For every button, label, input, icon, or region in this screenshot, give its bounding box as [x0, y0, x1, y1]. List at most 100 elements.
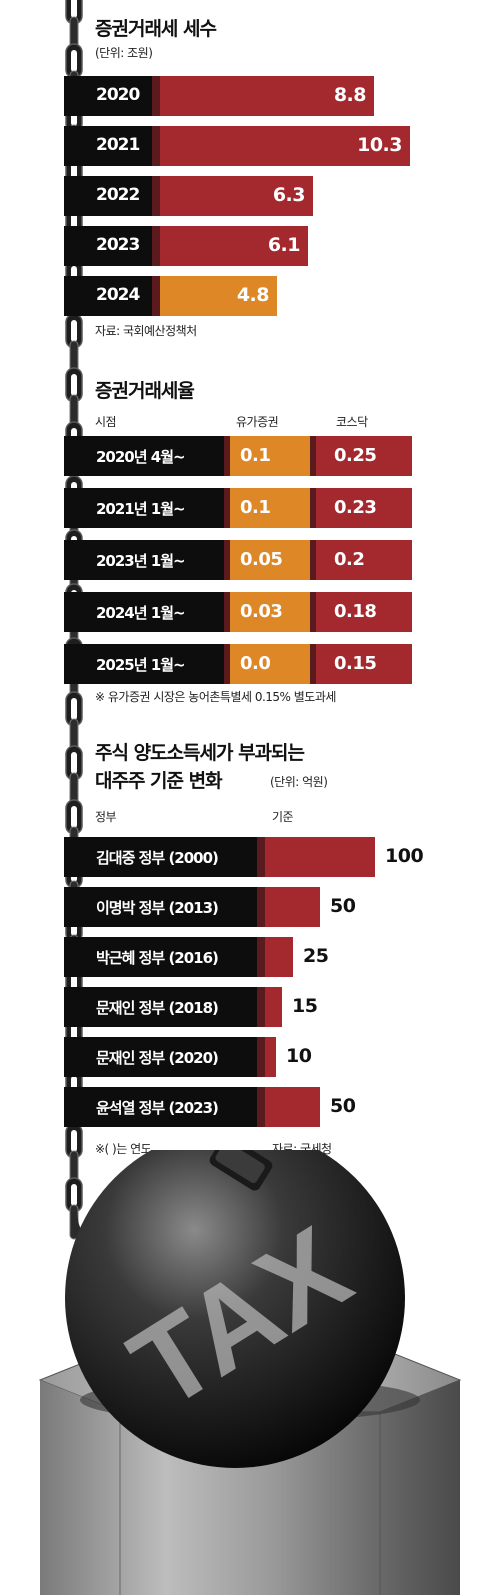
chart2-edge2 — [310, 540, 316, 580]
chart3-value-label: 10 — [286, 1045, 312, 1067]
chart2-kospi-cell — [230, 644, 310, 684]
chart1-bar-edge — [152, 226, 160, 266]
chart3-row: 김대중 정부 (2000) 100 — [64, 837, 494, 877]
chart2-kosdaq-value: 0.25 — [334, 445, 377, 466]
chart1-bar-edge — [152, 76, 160, 116]
chart1-category-label: 2024 — [96, 285, 140, 305]
chart3-value-label: 25 — [303, 945, 329, 967]
chart3-row: 이명박 정부 (2013) 50 — [64, 887, 494, 927]
chart1-row: 2023 6.1 — [64, 226, 494, 266]
chart2-period-bg — [64, 488, 224, 528]
chart1-row: 2021 10.3 — [64, 126, 494, 166]
chart2-period-bg — [64, 436, 224, 476]
chart2-period-bg — [64, 540, 224, 580]
chart3-row: 윤석열 정부 (2023) 50 — [64, 1087, 494, 1127]
chart2-period-label: 2021년 1월~ — [96, 500, 186, 518]
chart3-header-criteria: 기준 — [272, 810, 294, 824]
chart2-kospi-cell — [230, 540, 310, 580]
chart1-label-bg — [64, 76, 152, 116]
chart1-category-label: 2021 — [96, 135, 140, 155]
chart1-value-label: 4.8 — [236, 284, 270, 306]
wrecking-ball-illustration: TAX — [38, 1150, 462, 1595]
chart1-label-bg — [64, 176, 152, 216]
chart1-category-label: 2022 — [96, 185, 140, 205]
chart1-label-bg — [64, 226, 152, 266]
chart2-kospi-cell — [230, 488, 310, 528]
chart2-kosdaq-cell — [316, 540, 412, 580]
chart3-title-line2: 대주주 기준 변화 — [95, 770, 223, 792]
chart1-category-label: 2020 — [96, 85, 140, 105]
chart3-bar-edge — [257, 837, 265, 877]
chart1-value-label: 8.8 — [333, 84, 367, 106]
chart1-category-label: 2023 — [96, 235, 140, 255]
chart2-edge2 — [310, 488, 316, 528]
chart2-edge2 — [310, 644, 316, 684]
chart2-note: ※ 유가증권 시장은 농어촌특별세 0.15% 별도과세 — [95, 690, 336, 704]
ball-cap — [209, 1150, 273, 1191]
chart2-kosdaq-cell — [316, 436, 412, 476]
chart2-edge — [224, 540, 230, 580]
chart3-value-label: 50 — [330, 1095, 356, 1117]
chart3-bar-edge — [257, 1037, 265, 1077]
chart3-title-line1: 주식 양도소득세가 부과되는 — [95, 742, 305, 764]
chart3-bar — [265, 837, 375, 877]
chart3-bar — [265, 1087, 320, 1127]
chart2-edge2 — [310, 436, 316, 476]
chart2-row: 2025년 1월~ 0.0 0.15 — [64, 644, 414, 684]
chart3-category-label: 박근혜 정부 (2016) — [96, 949, 219, 967]
chart3-value-label: 50 — [330, 895, 356, 917]
chart3-bar — [265, 987, 282, 1027]
chart2-period-label: 2023년 1월~ — [96, 552, 186, 570]
chart2-header-period: 시점 — [95, 415, 117, 429]
chart2-row: 2023년 1월~ 0.05 0.2 — [64, 540, 414, 580]
chart1-bar-edge — [152, 126, 160, 166]
chart1-value-label: 10.3 — [357, 134, 402, 156]
chain-link — [65, 745, 83, 781]
chart3-value-label: 15 — [292, 995, 318, 1017]
chart3-bar-edge — [257, 937, 265, 977]
chart2-title: 증권거래세율 — [95, 380, 195, 402]
chart3-label-bg — [64, 887, 257, 927]
chart3-row: 문재인 정부 (2018) 15 — [64, 987, 494, 1027]
chart2-header-kospi: 유가증권 — [236, 415, 279, 429]
chart2-row: 2020년 4월~ 0.1 0.25 — [64, 436, 414, 476]
chart1-bar — [160, 176, 313, 216]
chart3-category-label: 문재인 정부 (2018) — [96, 999, 219, 1017]
chart2-edge2 — [310, 592, 316, 632]
chart2-kospi-value: 0.0 — [240, 653, 271, 674]
chart3-bar-edge — [257, 887, 265, 927]
chart3-label-bg — [64, 1037, 257, 1077]
chart3-row: 문재인 정부 (2020) 10 — [64, 1037, 494, 1077]
chart3-category-label: 문재인 정부 (2020) — [96, 1049, 219, 1067]
chart2-kosdaq-value: 0.2 — [334, 549, 365, 570]
chart3-label-bg — [64, 1087, 257, 1127]
chart2-kospi-cell — [230, 436, 310, 476]
chart1-bar — [160, 126, 410, 166]
chart1-row: 2022 6.3 — [64, 176, 494, 216]
chart3-label-bg — [64, 987, 257, 1027]
chart2-row: 2021년 1월~ 0.1 0.23 — [64, 488, 414, 528]
chart2-kosdaq-value: 0.15 — [334, 653, 377, 674]
chart3-bar-edge — [257, 1087, 265, 1127]
chart1-bar-edge — [152, 176, 160, 216]
chart1-row: 2020 8.8 — [64, 76, 494, 116]
chart1-title: 증권거래세 세수 — [95, 18, 217, 40]
chart1-value-label: 6.3 — [272, 184, 306, 206]
chart2-edge — [224, 592, 230, 632]
chart2-kosdaq-cell — [316, 488, 412, 528]
chart2-kospi-cell — [230, 592, 310, 632]
chart1-bar — [160, 76, 374, 116]
chart3-bar-edge — [257, 987, 265, 1027]
chart3-category-label: 이명박 정부 (2013) — [96, 899, 219, 917]
chart1-label-bg — [64, 126, 152, 166]
chart2-period-label: 2024년 1월~ — [96, 604, 186, 622]
chart1-label-bg — [64, 276, 152, 316]
chart2-kospi-value: 0.05 — [240, 549, 283, 570]
chart3-bar — [265, 937, 293, 977]
chart2-kospi-value: 0.1 — [240, 445, 271, 466]
chain-link — [65, 313, 83, 349]
chart2-period-bg — [64, 644, 224, 684]
chart3-bar — [265, 887, 320, 927]
chart3-header-gov: 정부 — [95, 810, 117, 824]
chart1-bar-edge — [152, 276, 160, 316]
